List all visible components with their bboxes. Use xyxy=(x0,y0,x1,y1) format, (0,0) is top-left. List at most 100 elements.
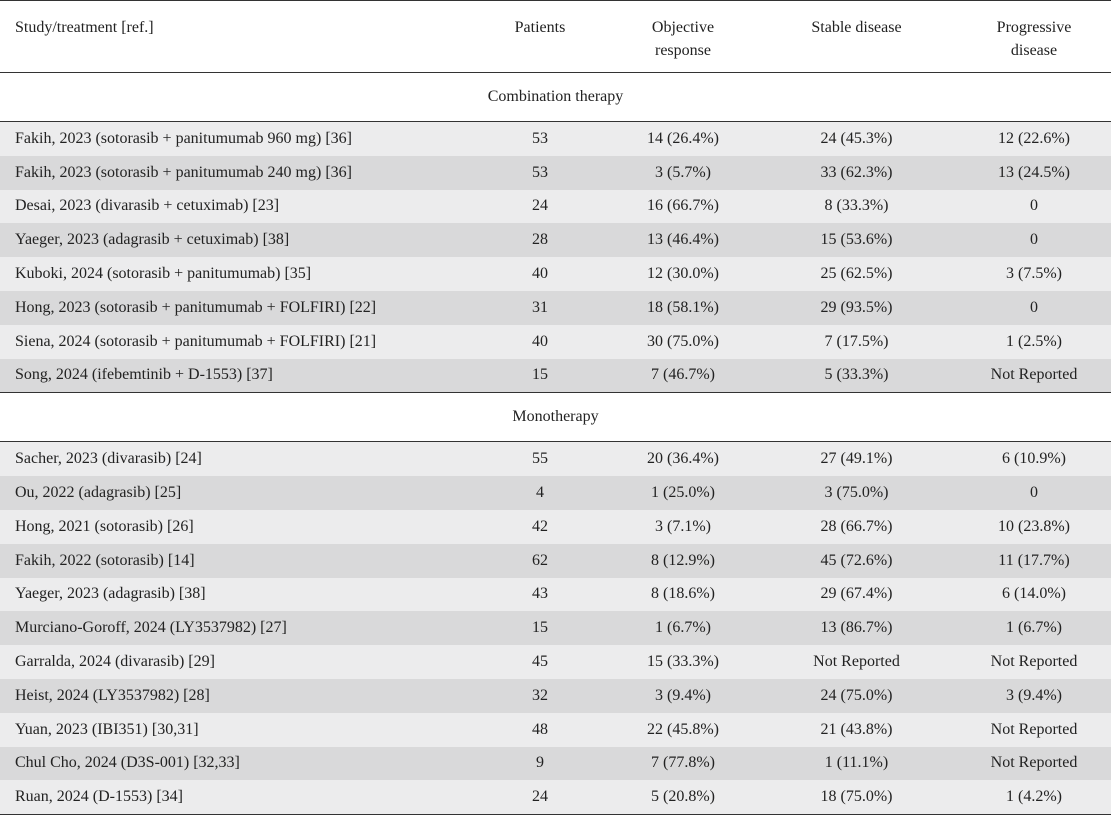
data-row: Fakih, 2022 (sotorasib) [14] 62 8 (12.9%) 4… xyxy=(0,543,1111,578)
cell: 3 (7.1%) xyxy=(655,517,711,535)
cell: Not Reported xyxy=(813,653,900,671)
data-row: Song, 2024 (ifebemtinib + D-1553) [37] 15… xyxy=(0,358,1111,393)
cell: Desai, 2023 (divarasib + cetuximab) [23] xyxy=(15,197,280,215)
data-row: Chul Cho, 2024 (D3S-001) [32,33] 9 7 (77.8… xyxy=(0,746,1111,781)
cell: Yaeger, 2023 (adagrasib + cetuximab) [38… xyxy=(15,231,290,249)
cell: 16 (66.7%) xyxy=(647,197,719,215)
data-row: Ou, 2022 (adagrasib) [25] 4 1 (25.0%) 3 (75… xyxy=(0,476,1111,510)
cell: Chul Cho, 2024 (D3S-001) [32,33] xyxy=(15,754,240,772)
cell: 1 (4.2%) xyxy=(1006,788,1062,806)
cell: 8 (12.9%) xyxy=(651,551,715,569)
section-row: Monotherapy xyxy=(0,392,1111,443)
cell: 28 xyxy=(532,231,548,249)
data-row: Sacher, 2023 (divarasib) [24] 55 20 (36.4%… xyxy=(0,441,1111,477)
cell: 18 (58.1%) xyxy=(647,298,719,316)
cell: 3 (7.5%) xyxy=(1006,265,1062,283)
section-body: Monotherapy Sacher, 2023 (divarasib) [24]… xyxy=(0,392,1111,815)
cell: 33 (62.3%) xyxy=(820,163,893,181)
cell: 45 xyxy=(532,653,548,671)
cell: 42 xyxy=(532,517,548,535)
data-row: Yuan, 2023 (IBI351) [30,31] 48 22 (45.8%) 2… xyxy=(0,712,1111,747)
cell: 40 xyxy=(532,332,548,350)
cell: 55 xyxy=(532,450,548,468)
cell: 5 (33.3%) xyxy=(824,366,889,384)
header-text: Stable disease xyxy=(811,19,902,36)
data-row: Fakih, 2023 (sotorasib + panitumumab 240… xyxy=(0,155,1111,190)
header-text: Progressive disease xyxy=(996,19,1072,59)
header-cell: Progressive disease xyxy=(957,1,1111,73)
cell: 32 xyxy=(532,686,548,704)
cell: 8 (33.3%) xyxy=(824,197,889,215)
cell: 12 (30.0%) xyxy=(647,265,719,283)
cell: 28 (66.7%) xyxy=(820,517,893,535)
cell: 24 xyxy=(532,197,548,215)
cell: Sacher, 2023 (divarasib) [24] xyxy=(15,450,202,468)
cell: Heist, 2024 (LY3537982) [28] xyxy=(15,686,210,704)
cell: 1 (11.1%) xyxy=(824,754,889,772)
data-row: Hong, 2021 (sotorasib) [26] 42 3 (7.1%) 28 … xyxy=(0,509,1111,544)
cell: 3 (9.4%) xyxy=(1006,686,1062,704)
cell: Not Reported xyxy=(990,653,1078,671)
cell: 21 (43.8%) xyxy=(820,720,893,738)
cell: 15 (33.3%) xyxy=(647,653,719,671)
cell: Ou, 2022 (adagrasib) [25] xyxy=(15,484,182,502)
cell: 7 (17.5%) xyxy=(824,332,889,350)
cell: Fakih, 2023 (sotorasib + panitumumab 960… xyxy=(15,129,352,147)
cell: 5 (20.8%) xyxy=(651,788,715,806)
cell: 29 (67.4%) xyxy=(820,585,893,603)
cell: 3 (5.7%) xyxy=(655,163,711,181)
cell: 53 xyxy=(532,129,548,147)
cell: Hong, 2023 (sotorasib + panitumumab + FO… xyxy=(15,298,377,316)
cell: 31 xyxy=(532,298,548,316)
cell: 3 (9.4%) xyxy=(655,686,711,704)
cell: 15 xyxy=(532,619,548,637)
data-row: Siena, 2024 (sotorasib + panitumumab + F… xyxy=(0,324,1111,359)
cell: 48 xyxy=(532,720,548,738)
header-row: Study/treatment [ref.] Patients Objective … xyxy=(0,0,1111,73)
header-cell: Study/treatment [ref.] xyxy=(0,1,470,73)
data-row: Hong, 2023 (sotorasib + panitumumab + FO… xyxy=(0,290,1111,325)
header-text: Objective response xyxy=(651,19,715,59)
cell: 1 (2.5%) xyxy=(1006,332,1062,350)
cell: 45 (72.6%) xyxy=(820,551,893,569)
data-row: Desai, 2023 (divarasib + cetuximab) [23]… xyxy=(0,189,1111,224)
cell: 40 xyxy=(532,265,548,283)
header-cell: Patients xyxy=(470,1,610,73)
data-row: Heist, 2024 (LY3537982) [28] 32 3 (9.4%) 24… xyxy=(0,678,1111,713)
cell: 29 (93.5%) xyxy=(820,298,893,316)
cell: 7 (46.7%) xyxy=(651,366,715,384)
data-row: Kuboki, 2024 (sotorasib + panitumumab) [… xyxy=(0,257,1111,291)
cell: 3 (75.0%) xyxy=(824,484,889,502)
cell: 1 (6.7%) xyxy=(1006,619,1062,637)
section-row: Combination therapy xyxy=(0,72,1111,122)
data-row: Fakih, 2023 (sotorasib + panitumumab 960… xyxy=(0,121,1111,156)
cell: 7 (77.8%) xyxy=(651,754,715,772)
cell: 15 xyxy=(532,366,548,384)
cell: Kuboki, 2024 (sotorasib + panitumumab) [… xyxy=(15,265,312,283)
cell: 0 xyxy=(1030,197,1038,215)
section-title: Monotherapy xyxy=(0,392,1111,443)
data-row: Yaeger, 2023 (adagrasib + cetuximab) [38… xyxy=(0,223,1111,258)
cell: Not Reported xyxy=(990,754,1078,772)
header-cell: Stable disease xyxy=(756,1,957,73)
cell: 12 (22.6%) xyxy=(998,129,1070,147)
cell: 22 (45.8%) xyxy=(647,720,719,738)
cell: 25 (62.5%) xyxy=(820,265,893,283)
data-row: Murciano-Goroff, 2024 (LY3537982) [27] 15… xyxy=(0,611,1111,646)
cell: Yaeger, 2023 (adagrasib) [38] xyxy=(15,585,206,603)
cell: Song, 2024 (ifebemtinib + D-1553) [37] xyxy=(15,366,273,384)
cell: 1 (25.0%) xyxy=(651,484,715,502)
data-row: Ruan, 2024 (D-1553) [34] 24 5 (20.8%) 18 (7… xyxy=(0,780,1111,815)
cell: Ruan, 2024 (D-1553) [34] xyxy=(15,788,183,806)
cell: 20 (36.4%) xyxy=(647,450,719,468)
cell: 62 xyxy=(532,551,548,569)
cell: Not Reported xyxy=(990,366,1078,384)
data-row: Garralda, 2024 (divarasib) [29] 45 15 (33.… xyxy=(0,645,1111,679)
header-text: Study/treatment [ref.] xyxy=(15,19,154,36)
cell: 6 (10.9%) xyxy=(1002,450,1066,468)
cell: 13 (46.4%) xyxy=(647,231,719,249)
cell: Not Reported xyxy=(990,720,1078,738)
cell: Fakih, 2022 (sotorasib) [14] xyxy=(15,551,195,569)
